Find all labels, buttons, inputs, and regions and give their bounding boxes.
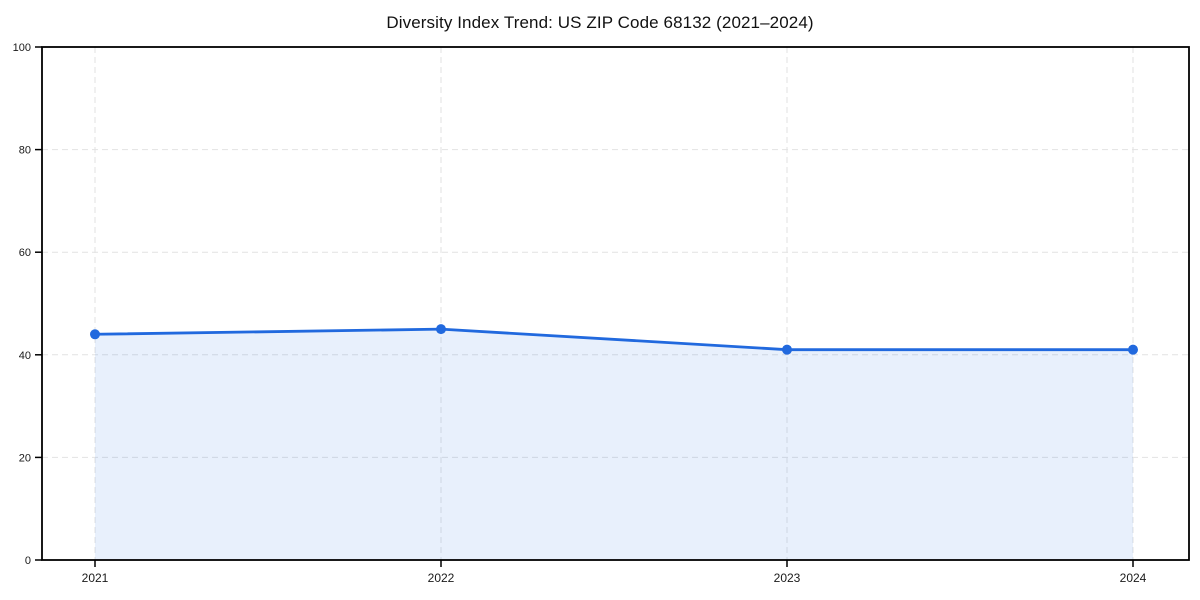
y-tick-label: 20 (19, 452, 31, 464)
x-tick-label: 2024 (1120, 571, 1147, 585)
data-points (90, 324, 1138, 355)
plot-frame (41, 46, 1190, 561)
y-tick-label: 100 (13, 42, 31, 54)
data-point-2024 (1128, 344, 1138, 355)
x-tick-label: 2023 (774, 571, 801, 585)
axis-labels: 0 20 40 60 80 100 2021 2022 2023 2024 (13, 42, 1147, 585)
y-tick-label: 60 (19, 247, 31, 259)
trend-line (93, 327, 1135, 352)
axis-spines (41, 46, 1190, 561)
y-tick-label: 0 (25, 555, 31, 567)
chart-title: Diversity Index Trend: US ZIP Code 68132… (386, 13, 814, 32)
data-point-2022 (436, 324, 446, 335)
gridlines (42, 47, 1189, 560)
x-tick-label: 2021 (82, 571, 109, 585)
area-fill-path (95, 329, 1133, 560)
data-point-2023 (782, 344, 792, 355)
y-tick-label: 80 (19, 145, 31, 157)
x-tick-label: 2022 (428, 571, 455, 585)
data-point-2021 (90, 329, 100, 340)
axis-ticks (35, 46, 1134, 567)
area-fill (95, 329, 1133, 560)
trend-line-path (93, 327, 1135, 352)
y-tick-label: 40 (19, 350, 31, 362)
